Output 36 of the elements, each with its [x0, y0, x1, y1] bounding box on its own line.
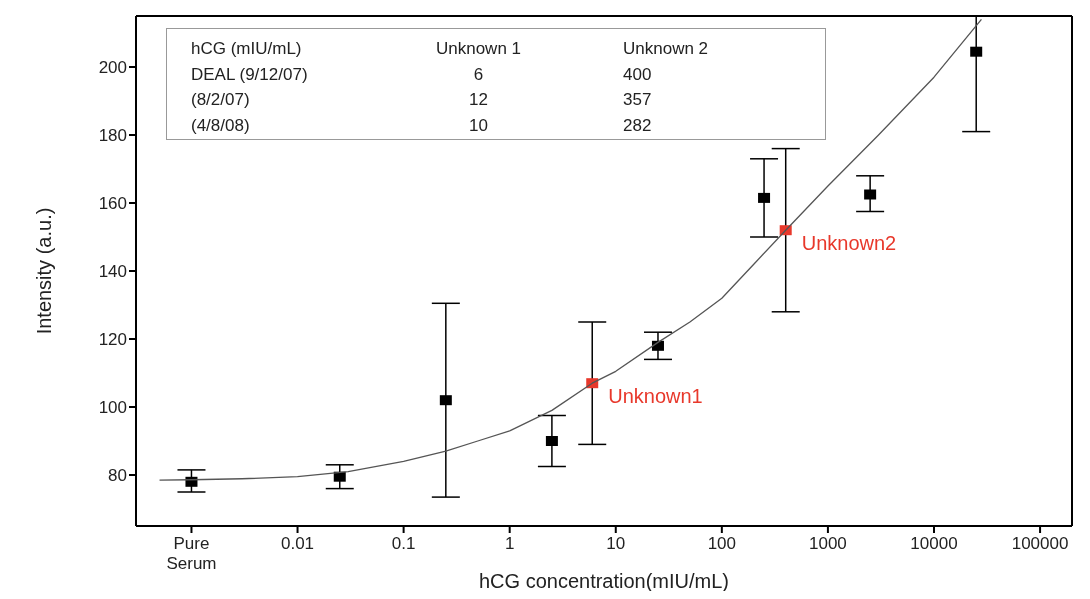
annotation: (4/8/08) [191, 114, 251, 137]
point [758, 192, 771, 203]
x-tick-label: 1 [504, 534, 515, 553]
x-tick-label: 100000 [1011, 534, 1069, 553]
annotation: (8/2/07) [191, 89, 251, 111]
y-tick-label: 80 [108, 466, 127, 486]
x-tick-label: 0.01 [280, 534, 315, 553]
annotation: Unknown 2 [623, 38, 709, 60]
y-tick-label: 100 [98, 398, 127, 418]
annotation: 12 [468, 89, 489, 111]
annotation: 6 [472, 63, 485, 86]
y-tick-label: 120 [98, 330, 127, 350]
annotation: Unknown 1 [434, 38, 523, 60]
x-tick-label: Pure Serum [166, 534, 217, 573]
x-tick-label: 10000 [910, 534, 958, 553]
y-axis-title: Intensity (a.u.) [33, 207, 56, 335]
x-tick-label: 1000 [809, 534, 847, 553]
annotation: hCG (mIU/mL) [191, 38, 303, 60]
y-tick-label: 200 [98, 58, 127, 78]
point [970, 46, 983, 57]
annotation: 357 [623, 89, 652, 111]
x-tick-label: 10 [606, 534, 626, 553]
annotation: Unknown2 [801, 232, 897, 255]
point [864, 189, 877, 200]
point [439, 395, 452, 406]
annotation: Unknown1 [608, 385, 703, 408]
annotation: 400 [623, 63, 652, 86]
y-tick-label: 160 [98, 194, 127, 214]
x-tick-label: 100 [707, 534, 737, 553]
annotation: DEAL (9/12/07) [191, 63, 309, 86]
point [545, 436, 558, 446]
y-tick-label: 140 [98, 262, 127, 282]
y-tick-label: 180 [98, 126, 127, 146]
x-tick-label: 0.1 [391, 534, 416, 553]
annotation: 282 [623, 114, 652, 137]
annotation: 10 [468, 114, 489, 137]
